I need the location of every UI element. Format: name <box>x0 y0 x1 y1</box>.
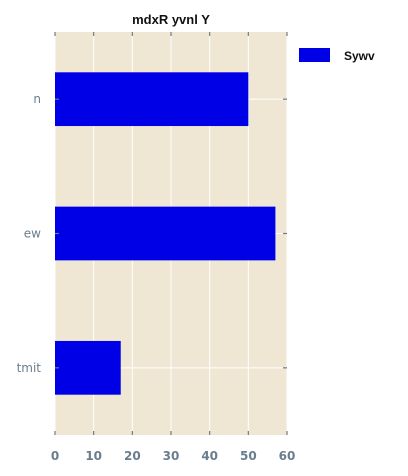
legend: Sywv <box>299 48 375 63</box>
bar-n <box>55 72 249 127</box>
legend-swatch <box>299 48 330 62</box>
y-tick-label: n <box>33 92 41 106</box>
legend-label: Sywv <box>344 49 375 63</box>
x-tick-label: 60 <box>279 449 296 463</box>
bar-tmit <box>55 340 121 395</box>
bar-ew <box>55 206 276 261</box>
bars <box>55 72 276 395</box>
y-tick-label: tmit <box>17 361 42 375</box>
x-tick-label: 30 <box>163 449 180 463</box>
x-tick-label: 10 <box>85 449 102 463</box>
x-tick-label: 40 <box>201 449 218 463</box>
chart-title: mdxR yvnl Y <box>132 12 210 27</box>
x-tick-label: 0 <box>51 449 59 463</box>
x-tick-label: 50 <box>240 449 257 463</box>
x-tick-label: 20 <box>124 449 141 463</box>
axis-ticks: n ew tmit 0 10 20 30 40 50 60 <box>17 32 296 463</box>
y-tick-label: ew <box>24 227 41 241</box>
